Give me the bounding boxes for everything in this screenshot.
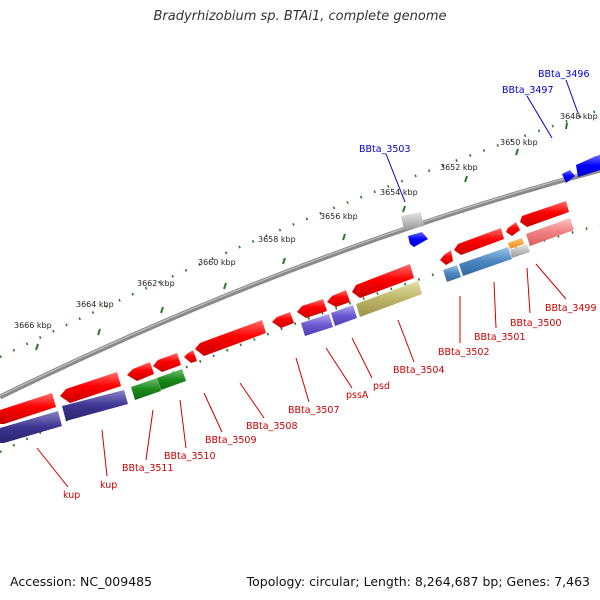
label-bbta-3508: BBta_3508 [246, 421, 298, 432]
tick-label-3662: 3662 kbp [137, 279, 175, 288]
gene-bbta-3511-domain[interactable] [131, 378, 161, 400]
label-pssA: pssA [346, 390, 369, 401]
outer-genes [401, 155, 600, 247]
label-bbta-3509: BBta_3509 [205, 435, 257, 446]
label-kup-1: kup [100, 480, 117, 491]
label-bbta-3502: BBta_3502 [438, 347, 490, 358]
outer-label-leaders [385, 79, 579, 203]
gene-bbta-3509[interactable] [184, 350, 197, 363]
label-bbta-3497: BBta_3497 [502, 85, 554, 96]
gene-pssA-domain[interactable] [301, 314, 333, 336]
gene-bbta-3508[interactable] [195, 320, 266, 356]
tick-label-3650: 3650 kbp [500, 138, 538, 147]
gene-bbta-3501[interactable] [454, 228, 504, 255]
gene-bbta-3500-gray[interactable] [510, 244, 530, 258]
gene-psd[interactable] [327, 290, 350, 307]
inner-label-leaders [36, 263, 567, 488]
gene-bbta-3501-domain[interactable] [459, 247, 512, 276]
gene-bbta-3510-domain[interactable] [157, 369, 186, 390]
gene-psd-domain[interactable] [331, 305, 357, 326]
gene-bbta-3507[interactable] [272, 312, 294, 328]
tick-label-3654: 3654 kbp [380, 188, 418, 197]
label-bbta-3501: BBta_3501 [474, 332, 526, 343]
gene-bbta-3500-orange[interactable] [508, 238, 524, 249]
gene-bbta-3497[interactable] [562, 170, 575, 183]
tick-label-3664: 3664 kbp [76, 300, 114, 309]
topology-text: Topology: circular; Length: 8,264,687 bp… [246, 574, 590, 589]
gene-bbta-3500[interactable] [506, 222, 520, 236]
tick-label-3658: 3658 kbp [258, 235, 296, 244]
gene-bbta-3502[interactable] [440, 250, 453, 265]
label-bbta-3496: BBta_3496 [538, 69, 590, 80]
accession-text: Accession: NC_009485 [10, 574, 153, 589]
major-ticks [35, 122, 568, 351]
inner-genes-bottom [0, 218, 574, 443]
inner-gene-labels: BBta_3499 BBta_3500 BBta_3501 BBta_3502 … [63, 303, 597, 501]
label-bbta-3499: BBta_3499 [545, 303, 597, 314]
gene-bbta-3503[interactable] [408, 232, 428, 247]
gene-bbta-3511[interactable] [127, 362, 154, 381]
label-bbta-3511: BBta_3511 [122, 463, 174, 474]
label-bbta-3503: BBta_3503 [359, 144, 411, 155]
label-bbta-3504: BBta_3504 [393, 365, 445, 376]
tick-label-3652: 3652 kbp [440, 163, 478, 172]
gene-kup-2-domain[interactable] [0, 411, 62, 443]
tick-label-3660: 3660 kbp [198, 258, 236, 267]
gene-bbta-3499[interactable] [520, 201, 569, 227]
gene-gray-block[interactable] [401, 212, 424, 230]
label-bbta-3510: BBta_3510 [164, 451, 216, 462]
genome-backbone [0, 167, 600, 400]
inner-genes-top [0, 201, 569, 424]
label-psd: psd [373, 381, 390, 392]
tick-label-3648: 3648 kbp [560, 112, 598, 121]
label-kup-2: kup [63, 490, 80, 501]
tick-label-3666: 3666 kbp [14, 321, 52, 330]
gene-kup-1[interactable] [60, 372, 121, 403]
gene-bbta-3510[interactable] [153, 353, 181, 372]
gene-kup-2[interactable] [0, 393, 56, 424]
gene-bbta-3499-domain[interactable] [526, 218, 574, 246]
outer-gene-labels: BBta_3496 BBta_3497 BBta_3503 [359, 69, 590, 155]
gene-bbta-3502-domain[interactable] [443, 265, 461, 282]
label-bbta-3500: BBta_3500 [510, 318, 562, 329]
tick-labels: 3648 kbp 3650 kbp 3652 kbp 3654 kbp 3656… [14, 112, 598, 330]
gene-kup-1-domain[interactable] [62, 390, 128, 421]
gene-bbta-3504[interactable] [352, 264, 414, 298]
map-title: Bradyrhizobium sp. BTAi1, complete genom… [153, 9, 447, 24]
label-bbta-3507: BBta_3507 [288, 405, 340, 416]
gene-pssA[interactable] [297, 299, 327, 318]
gene-bbta-3504-domain[interactable] [356, 281, 422, 317]
tick-label-3656: 3656 kbp [320, 212, 358, 221]
gene-bbta-3496[interactable] [576, 155, 600, 177]
